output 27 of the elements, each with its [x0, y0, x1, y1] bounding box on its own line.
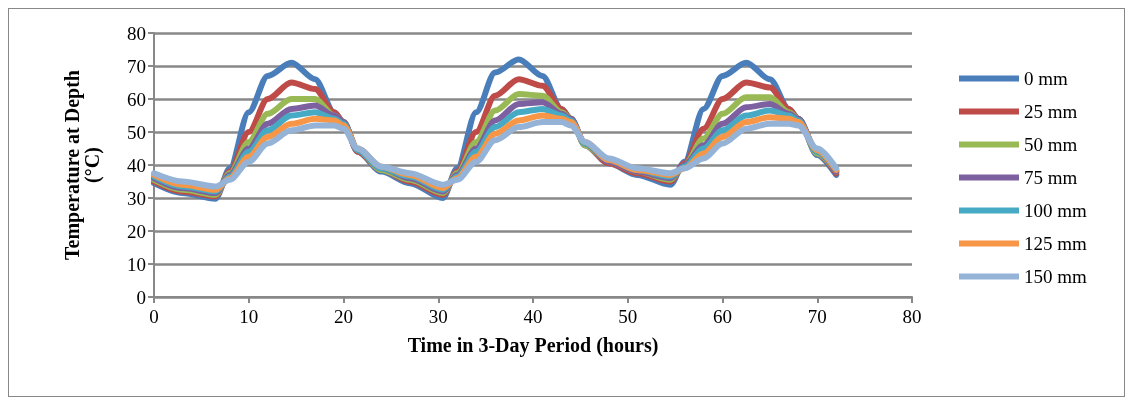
legend-label: 50 mm — [1024, 134, 1078, 155]
y-tick-label: 50 — [127, 121, 146, 143]
x-tick-label: 50 — [618, 306, 638, 327]
x-tick-label: 20 — [334, 306, 353, 327]
y-axis-title: Temperature at Depth (°C) — [61, 70, 104, 260]
legend-label: 0 mm — [1024, 68, 1069, 89]
y-tick-label: 80 — [127, 22, 146, 44]
y-tick-label: 40 — [127, 154, 146, 176]
x-tick-label: 10 — [239, 306, 259, 327]
x-axis-title: Time in 3-Day Period (hours) — [407, 334, 659, 357]
legend-label: 100 mm — [1024, 200, 1088, 221]
y-tick-label: 10 — [127, 253, 146, 275]
x-tick-label: 0 — [149, 306, 159, 327]
x-tick-label: 30 — [428, 306, 448, 327]
y-tick-label: 30 — [127, 187, 146, 209]
y-tick-label: 70 — [127, 55, 146, 77]
x-tick-label: 70 — [807, 306, 827, 327]
x-tick-label: 40 — [523, 306, 543, 327]
legend-label: 125 mm — [1024, 233, 1088, 254]
legend-label: 25 mm — [1024, 101, 1078, 122]
x-tick-label: 80 — [902, 306, 922, 327]
y-tick-label: 60 — [127, 88, 146, 110]
legend-label: 75 mm — [1024, 167, 1078, 188]
x-tick-label: 60 — [713, 306, 732, 327]
y-tick-label: 20 — [127, 220, 146, 242]
y-tick-label: 0 — [136, 286, 146, 308]
legend-label: 150 mm — [1024, 266, 1088, 287]
